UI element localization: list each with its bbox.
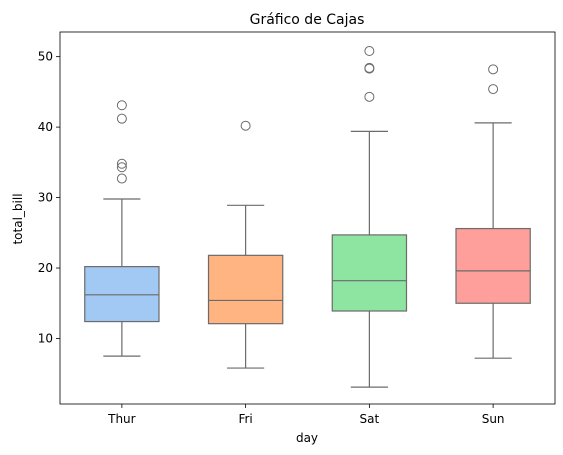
outlier-point-sun [488, 64, 499, 75]
x-tick-label-thur: Thur [107, 412, 136, 426]
outlier-point-sat [364, 46, 375, 57]
x-tick-label-sun: Sun [482, 412, 505, 426]
x-axis-label: day [296, 431, 318, 445]
x-tick-label-fri: Fri [238, 412, 252, 426]
outlier-point-thur [116, 100, 127, 111]
y-tick-label-40: 40 [38, 120, 53, 134]
y-tick-label-30: 30 [38, 191, 53, 205]
outlier-point-thur [116, 158, 127, 169]
y-tick-label-20: 20 [38, 261, 53, 275]
box-sat [331, 234, 408, 312]
outlier-point-sat [364, 62, 375, 73]
plot-frame [59, 31, 556, 405]
y-tick-label-10: 10 [38, 331, 53, 345]
box-fri [207, 254, 284, 325]
chart-title: Gráfico de Cajas [250, 12, 365, 28]
y-axis-label: total_bill [11, 193, 25, 244]
box-thur [84, 266, 160, 323]
box-sun [455, 227, 531, 304]
outlier-point-fri [240, 120, 251, 131]
outlier-point-thur [116, 113, 127, 124]
outlier-point-thur [116, 162, 127, 173]
outlier-point-sat [364, 91, 375, 102]
plot-area: Thur Fri Sat Sun 10 20 30 40 50 [38, 31, 556, 426]
outlier-point-thur [116, 173, 127, 184]
y-tick-label-50: 50 [38, 50, 53, 64]
outlier-point-sun [488, 84, 499, 95]
x-tick-label-sat: Sat [360, 412, 380, 426]
